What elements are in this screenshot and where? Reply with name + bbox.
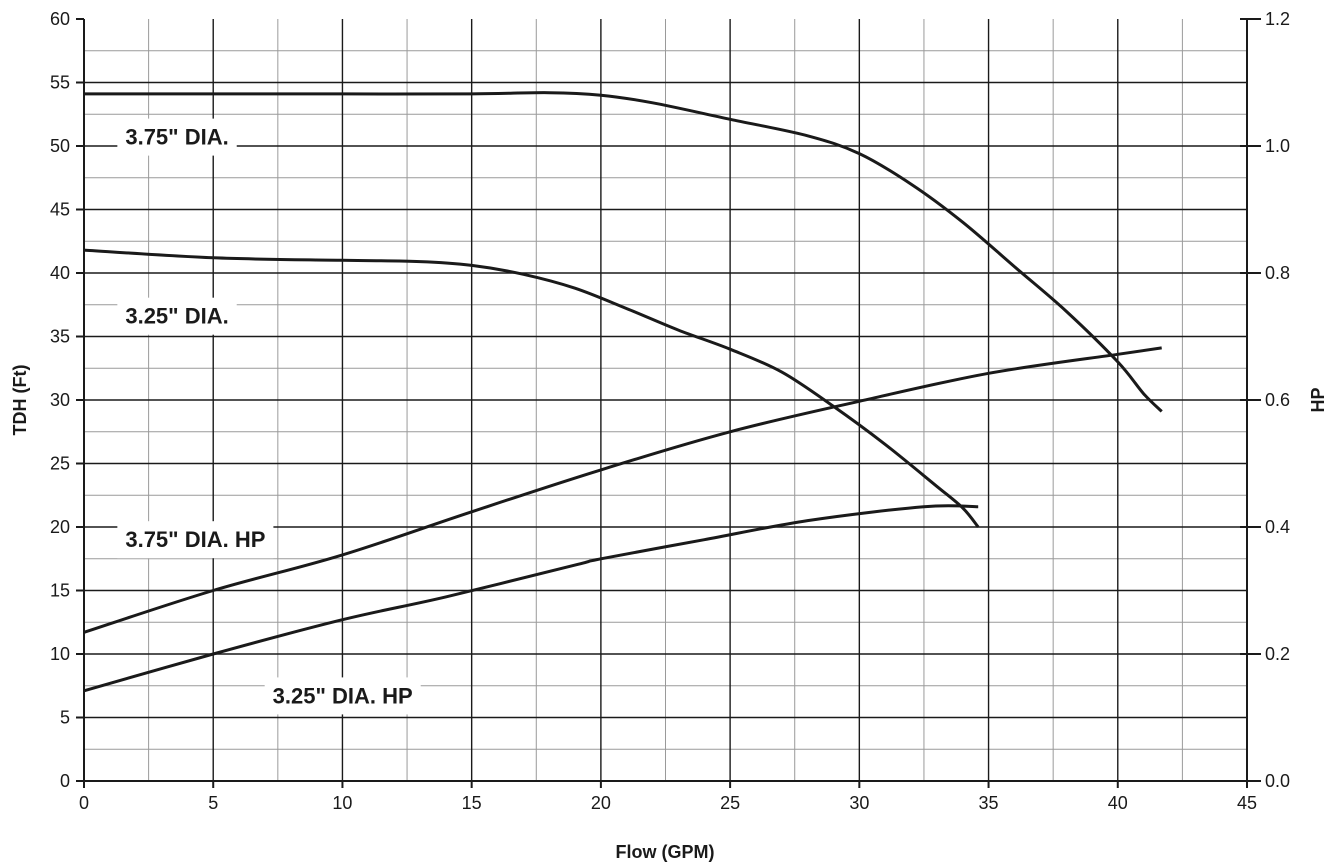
curve-label-text: 3.25" DIA. HP	[273, 683, 413, 708]
y2-tick-label: 1.0	[1265, 136, 1290, 156]
y-tick-label: 5	[60, 708, 70, 728]
curve-label-text: 3.25" DIA.	[125, 304, 228, 329]
axes	[76, 18, 1261, 788]
y-axis-title: TDH (Ft)	[10, 365, 30, 436]
y-tick-label: 25	[50, 454, 70, 474]
y-tick-label: 35	[50, 327, 70, 347]
curve-label-2: 3.25" DIA.	[117, 297, 237, 335]
curve-labels: 3.75" DIA. 3.25" DIA. 3.75" DIA. HP 3.25" D…	[117, 118, 421, 715]
y-tick-label: 40	[50, 263, 70, 283]
x-tick-label: 20	[591, 793, 611, 813]
series-line-3	[83, 346, 1162, 634]
series-lines	[83, 91, 1163, 693]
x-tick-label: 30	[849, 793, 869, 813]
y-tick-label: 15	[50, 581, 70, 601]
y2-tick-label: 0.2	[1265, 644, 1290, 664]
x-tick-label: 15	[462, 793, 482, 813]
x-tick-label: 0	[79, 793, 89, 813]
y-tick-label: 50	[50, 136, 70, 156]
y-tick-label: 55	[50, 73, 70, 93]
y2-tick-label: 0.6	[1265, 390, 1290, 410]
y2-tick-label: 0.4	[1265, 517, 1290, 537]
series-line-4	[83, 504, 979, 693]
curve-label-1: 3.75" DIA.	[117, 118, 237, 156]
y2-tick-label: 0.0	[1265, 771, 1290, 791]
x-tick-label: 40	[1108, 793, 1128, 813]
curve-label-3: 3.75" DIA. HP	[117, 521, 274, 559]
y2-tick-label: 0.8	[1265, 263, 1290, 283]
x-axis-title: Flow (GPM)	[616, 842, 715, 862]
y2-axis-title: HP	[1308, 387, 1328, 412]
series-line-2	[83, 248, 980, 528]
tick-labels: 0 5 10 15 20 25 30 35 40 45 0 5 10 15 20 25 30 35 40 45 50 55…	[50, 9, 1290, 813]
curve-label-bg	[117, 118, 237, 156]
series-line-1	[84, 91, 1163, 413]
y-tick-label: 0	[60, 771, 70, 791]
curve-label-text: 3.75" DIA. HP	[125, 527, 265, 552]
x-tick-label: 10	[332, 793, 352, 813]
curve-label-4: 3.25" DIA. HP	[264, 677, 421, 715]
curve-label-bg	[264, 677, 421, 715]
y-tick-label: 60	[50, 9, 70, 29]
y-tick-label: 30	[50, 390, 70, 410]
y-tick-label: 20	[50, 517, 70, 537]
x-tick-label: 5	[208, 793, 218, 813]
y2-tick-label: 1.2	[1265, 9, 1290, 29]
curve-label-bg	[117, 521, 274, 559]
y-tick-label: 45	[50, 200, 70, 220]
curve-label-bg	[117, 297, 237, 335]
x-tick-label: 35	[979, 793, 999, 813]
curve-label-text: 3.75" DIA.	[125, 125, 228, 150]
y-tick-label: 10	[50, 644, 70, 664]
x-tick-label: 25	[720, 793, 740, 813]
x-tick-label: 45	[1237, 793, 1257, 813]
